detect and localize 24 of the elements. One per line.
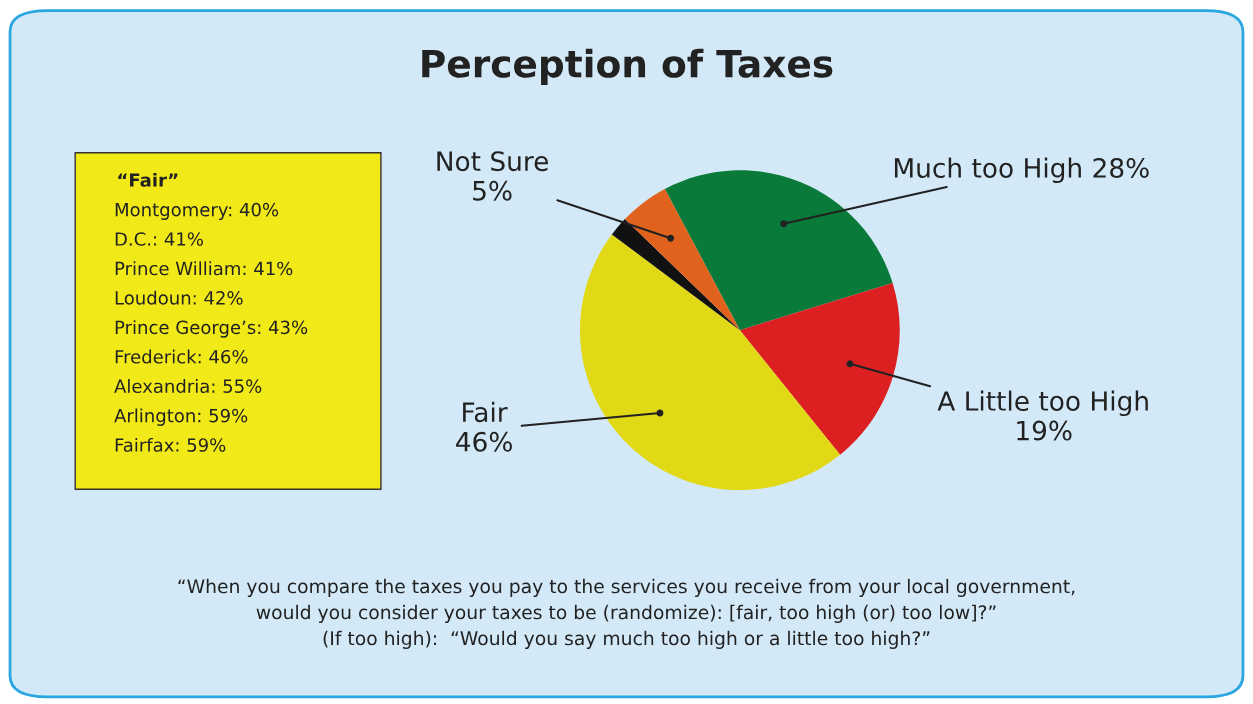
pie-slice	[580, 234, 841, 491]
data-label: 46%	[456, 431, 512, 452]
chart-title: Perception of Taxes	[422, 48, 833, 86]
slice-label: Fair	[463, 401, 508, 423]
slice-label: Much too High 28%	[894, 157, 1149, 184]
data-label: 5%	[473, 180, 512, 201]
data-label: 19%	[1017, 420, 1072, 441]
text: Fairfax: 59%	[115, 437, 226, 452]
text: Arlington: 59%	[114, 408, 248, 426]
text: D.C.: 41%	[115, 232, 203, 246]
slice-label: Not Sure	[437, 151, 548, 172]
text: Prince George’s: 43%	[115, 320, 308, 338]
pie-slice	[611, 219, 740, 331]
text: Montgomery: 40%	[115, 202, 279, 220]
pie-slice	[624, 189, 740, 331]
text: “Fair”	[118, 172, 178, 187]
text: Prince William: 41%	[115, 261, 293, 276]
text: Alexandria: 55%	[114, 379, 262, 393]
text: Frederick: 46%	[115, 349, 248, 364]
text: “When you compare the taxes you pay to the services you receive from your local government, would you consider your taxes to be (randomize): [fair, too high (or) too low]?” (If too high): “Would you say much too high or a little too high?”	[178, 578, 1075, 649]
slice-label: A Little too High	[937, 390, 1148, 417]
text: Loudoun: 42%	[115, 290, 243, 305]
pie-slice	[739, 282, 900, 455]
pie-slice	[664, 170, 893, 331]
